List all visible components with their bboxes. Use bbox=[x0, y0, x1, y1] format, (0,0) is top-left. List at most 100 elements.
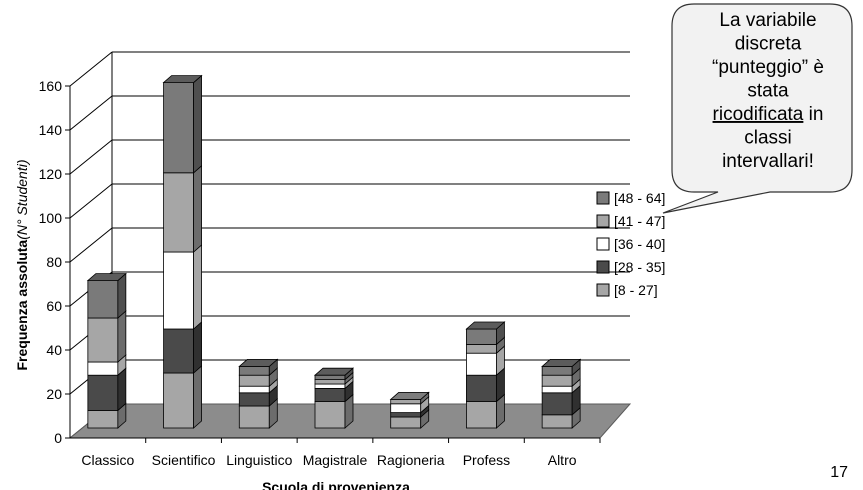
bar-segment bbox=[390, 416, 422, 429]
bar-segment bbox=[163, 372, 194, 429]
bar-segment-side bbox=[193, 164, 202, 253]
axes: 0 20 40 60 80 100 120 140 160 Classico Scientifico… bbox=[39, 78, 601, 468]
legend-swatch bbox=[596, 260, 610, 274]
legend-label: [8 - 27] bbox=[614, 282, 658, 298]
callout: La variabile discreta“punteggio” è statari… bbox=[662, 3, 853, 214]
bar-segment bbox=[390, 398, 422, 405]
legend-label: [28 - 35] bbox=[614, 259, 665, 275]
bar-segment bbox=[314, 383, 346, 389]
bar-segment bbox=[314, 401, 346, 429]
y-tick-label: 160 bbox=[39, 78, 63, 94]
bar-segment bbox=[541, 374, 573, 387]
legend-label: [36 - 40] bbox=[614, 236, 665, 252]
gridline-diagonal bbox=[69, 95, 113, 131]
y-axis-title-main: Frequenza assoluta bbox=[14, 240, 30, 371]
bar-segment bbox=[87, 409, 119, 429]
callout-text: stata bbox=[747, 81, 789, 102]
callout-bubble bbox=[662, 3, 853, 214]
y-tick-label: 80 bbox=[46, 254, 62, 270]
bar-segment-side bbox=[117, 310, 127, 363]
bar-segment bbox=[466, 374, 497, 403]
bars bbox=[86, 74, 582, 429]
bar-segment bbox=[87, 280, 119, 319]
legend-swatch bbox=[596, 214, 610, 228]
bar-segment bbox=[314, 387, 346, 402]
callout-text: “punteggio” è bbox=[712, 57, 824, 78]
x-tick-label: Ragioneria bbox=[377, 452, 445, 468]
bar-segment-side bbox=[193, 244, 202, 330]
bar-segment bbox=[163, 328, 194, 374]
callout-text-suffix: in bbox=[803, 104, 823, 125]
page-number: 17 bbox=[830, 464, 848, 481]
y-tick-label: 100 bbox=[39, 210, 63, 226]
bar-segment bbox=[466, 343, 497, 354]
bar-segment bbox=[541, 392, 573, 416]
callout-line: La variabile bbox=[719, 10, 816, 31]
y-tick-label: 120 bbox=[39, 166, 63, 182]
x-tick-label: Altro bbox=[548, 452, 577, 468]
callout-line: discreta bbox=[735, 34, 802, 55]
bar-segment bbox=[390, 403, 422, 413]
callout-line: ricodificata in bbox=[713, 104, 824, 125]
y-tick-label: 140 bbox=[39, 122, 63, 138]
gridline-diagonal bbox=[69, 51, 113, 87]
x-tick-label: Linguistico bbox=[226, 452, 292, 468]
callout-text: ricodificata bbox=[713, 104, 804, 125]
bar-segment bbox=[314, 379, 346, 385]
y-tick-label: 0 bbox=[54, 430, 62, 446]
bar-top bbox=[465, 321, 506, 330]
callout-text: intervallari! bbox=[722, 151, 814, 172]
bar-top bbox=[389, 391, 430, 400]
bar-top bbox=[313, 367, 355, 376]
bar-segment bbox=[541, 385, 573, 394]
bar-top bbox=[86, 273, 127, 282]
bar-segment bbox=[87, 317, 119, 363]
legend-swatch bbox=[596, 191, 610, 205]
y-axis-title: Frequenza assoluta(N° Studenti) bbox=[14, 160, 30, 371]
x-tick-label: Classico bbox=[81, 452, 134, 468]
bar-segment bbox=[541, 414, 573, 429]
gridline-diagonal bbox=[69, 183, 113, 219]
x-tick-label: Scientifico bbox=[152, 452, 216, 468]
callout-text: classi bbox=[744, 128, 792, 149]
gridline-diagonal bbox=[69, 227, 113, 263]
bar-segment-side bbox=[117, 272, 127, 319]
bar-segment bbox=[466, 328, 497, 345]
bar-segment bbox=[390, 412, 422, 418]
legend-label: [41 - 47] bbox=[614, 213, 665, 229]
bar-segment bbox=[87, 361, 119, 376]
bar-segment bbox=[541, 365, 573, 376]
legend: [48 - 64] [41 - 47] [36 - 40] [28 - 35] [8 -… bbox=[596, 190, 665, 298]
gridline-diagonal bbox=[69, 139, 113, 175]
y-tick-label: 40 bbox=[46, 342, 62, 358]
legend-swatch bbox=[596, 283, 610, 297]
legend-swatch bbox=[596, 237, 610, 251]
callout-line: intervallari! bbox=[722, 151, 814, 172]
bar-segment-side bbox=[193, 365, 202, 429]
bar-segment bbox=[466, 352, 497, 376]
bar-segment bbox=[238, 405, 270, 429]
bar-segment bbox=[163, 172, 194, 253]
y-tick-label: 60 bbox=[46, 298, 62, 314]
y-axis-title-unit: (N° Studenti) bbox=[14, 160, 30, 240]
callout-line: stata bbox=[747, 81, 789, 102]
bar-segment bbox=[163, 251, 194, 330]
bar-segment bbox=[238, 385, 270, 394]
bar-top bbox=[162, 75, 203, 83]
bar-top bbox=[238, 358, 279, 367]
callout-text: discreta bbox=[735, 34, 802, 55]
bar-segment bbox=[314, 374, 346, 381]
x-tick-label: Profess bbox=[463, 452, 510, 468]
bar-segment bbox=[163, 82, 194, 174]
bar-segment bbox=[466, 401, 497, 429]
y-tick-label: 20 bbox=[46, 386, 62, 402]
bar-segment bbox=[87, 374, 119, 411]
x-axis-title: Scuola di provenienza bbox=[262, 479, 410, 490]
bar-segment bbox=[238, 365, 270, 376]
bar-top bbox=[541, 358, 582, 367]
callout-line: classi bbox=[744, 128, 792, 149]
bar-segment-side bbox=[193, 74, 202, 174]
callout-text: La variabile bbox=[719, 10, 816, 31]
bar-segment bbox=[238, 374, 270, 387]
